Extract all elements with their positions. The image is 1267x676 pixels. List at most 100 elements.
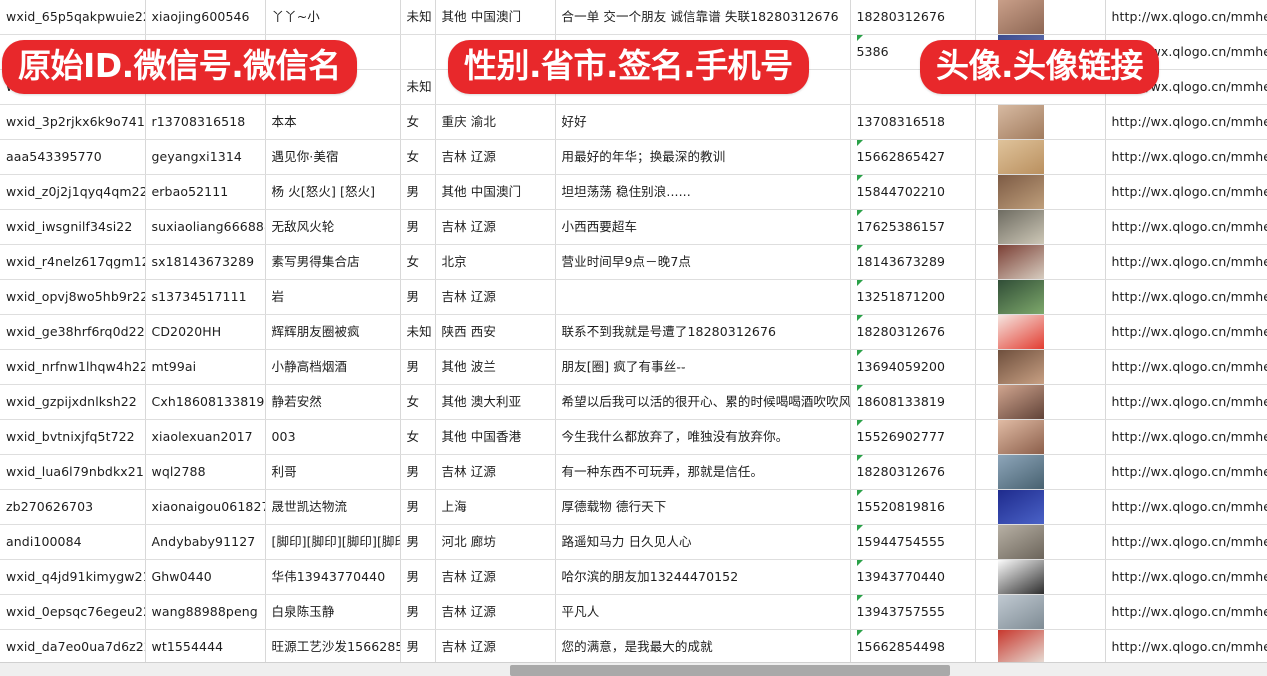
cell-phone[interactable]: 18280312676 — [850, 454, 976, 490]
cell-phone[interactable]: 18280312676 — [850, 0, 976, 35]
cell-id[interactable]: wxid_lua6l79nbdkx21 — [0, 454, 146, 490]
cell-wxno[interactable]: xiaonaigou061827 — [145, 489, 266, 525]
cell-avatar[interactable] — [975, 629, 1106, 665]
cell-sex[interactable]: 男 — [400, 209, 436, 245]
cell-region[interactable]: 其他 波兰 — [435, 349, 556, 385]
cell-url[interactable]: http://wx.qlogo.cn/mmhead — [1105, 384, 1267, 420]
cell-phone[interactable]: 18608133819 — [850, 384, 976, 420]
cell-avatar[interactable] — [975, 559, 1106, 595]
cell-id[interactable]: zb270626703 — [0, 489, 146, 525]
horizontal-scroll-thumb[interactable] — [510, 665, 950, 676]
cell-sign[interactable]: 小西西要超车 — [555, 209, 851, 245]
cell-region[interactable]: 其他 澳大利亚 — [435, 384, 556, 420]
cell-region[interactable]: 吉林 辽源 — [435, 209, 556, 245]
table-row[interactable]: wxid_q4jd91kimygw21 Ghw0440 华伟13943770440 男… — [0, 559, 1267, 595]
cell-avatar[interactable] — [975, 349, 1106, 385]
cell-avatar[interactable] — [975, 139, 1106, 175]
cell-region[interactable]: 吉林 辽源 — [435, 559, 556, 595]
cell-sign[interactable]: 合一单 交一个朋友 诚信靠谱 失联18280312676 — [555, 0, 851, 35]
cell-avatar[interactable] — [975, 454, 1106, 490]
table-row[interactable]: wxid_ge38hrf6rq0d22 CD2020HH 辉辉朋友圈被疯 未知 陕西 西… — [0, 314, 1267, 350]
cell-name[interactable]: 本本 — [265, 104, 401, 140]
cell-url[interactable]: http://wx.qlogo.cn/mmhead — [1105, 314, 1267, 350]
cell-sign[interactable] — [555, 279, 851, 315]
cell-region[interactable]: 吉林 辽源 — [435, 594, 556, 630]
cell-sign[interactable]: 今生我什么都放弃了，唯独没有放弃你。 — [555, 419, 851, 455]
cell-wxno[interactable]: xiaolexuan2017 — [145, 419, 266, 455]
cell-name[interactable]: 晟世凯达物流 — [265, 489, 401, 525]
table-row[interactable]: wxid_65p5qakpwuie22 xiaojing600546 丫丫~小 未知其… — [0, 0, 1267, 35]
cell-phone[interactable]: 18143673289 — [850, 244, 976, 280]
cell-sex[interactable]: 未知 — [400, 314, 436, 350]
cell-sign[interactable]: 希望以后我可以活的很开心、累的时候喝喝酒吹吹风 — [555, 384, 851, 420]
cell-sex[interactable]: 未知 — [400, 69, 436, 105]
cell-wxno[interactable]: s13734517111 — [145, 279, 266, 315]
cell-region[interactable]: 吉林 辽源 — [435, 454, 556, 490]
cell-sign[interactable]: 您的满意，是我最大的成就 — [555, 629, 851, 665]
cell-sign[interactable]: 哈尔滨的朋友加13244470152 — [555, 559, 851, 595]
cell-avatar[interactable] — [975, 384, 1106, 420]
cell-url[interactable]: http://wx.qlogo.cn/mmhead — [1105, 524, 1267, 560]
cell-sign[interactable]: 路遥知马力 日久见人心 — [555, 524, 851, 560]
cell-sign[interactable]: 营业时间早9点－晚7点 — [555, 244, 851, 280]
cell-sex[interactable]: 男 — [400, 174, 436, 210]
cell-wxno[interactable]: Andybaby91127 — [145, 524, 266, 560]
cell-id[interactable]: wxid_bvtnixjfq5t722 — [0, 419, 146, 455]
table-row[interactable]: wxid_bvtnixjfq5t722 xiaolexuan2017 003 女其他 … — [0, 419, 1267, 455]
cell-phone[interactable]: 13708316518 — [850, 104, 976, 140]
cell-avatar[interactable] — [975, 419, 1106, 455]
table-row[interactable]: wxid_lua6l79nbdkx21 wql2788 利哥男吉林 辽源 有一种东西不… — [0, 454, 1267, 490]
cell-name[interactable]: 素写男得集合店 — [265, 244, 401, 280]
cell-avatar[interactable] — [975, 314, 1106, 350]
cell-avatar[interactable] — [975, 594, 1106, 630]
cell-phone[interactable]: 13694059200 — [850, 349, 976, 385]
cell-name[interactable]: 旺源工艺沙发15662854 — [265, 629, 401, 665]
cell-region[interactable]: 上海 — [435, 489, 556, 525]
cell-wxno[interactable]: wt1554444 — [145, 629, 266, 665]
cell-url[interactable]: http://wx.qlogo.cn/mmhead — [1105, 489, 1267, 525]
table-row[interactable]: andi100084 Andybaby91127 [脚印][脚印][脚印][脚印] 男… — [0, 524, 1267, 560]
cell-name[interactable]: [脚印][脚印][脚印][脚印] — [265, 524, 401, 560]
table-row[interactable]: wxid_da7eo0ua7d6z22 wt1554444 旺源工艺沙发156628… — [0, 629, 1267, 665]
cell-url[interactable]: http://wx.qlogo.cn/mmhead — [1105, 594, 1267, 630]
cell-region[interactable]: 吉林 辽源 — [435, 629, 556, 665]
cell-name[interactable]: 利哥 — [265, 454, 401, 490]
cell-name[interactable]: 白泉陈玉静 — [265, 594, 401, 630]
cell-wxno[interactable]: wang88988peng — [145, 594, 266, 630]
cell-sex[interactable]: 男 — [400, 524, 436, 560]
table-row[interactable]: wxid_r4nelz617qgm12 sx18143673289 素写男得集合店女… — [0, 244, 1267, 280]
cell-url[interactable]: http://wx.qlogo.cn/mmhead — [1105, 244, 1267, 280]
cell-sex[interactable]: 女 — [400, 104, 436, 140]
table-row[interactable]: wxid_z0j2j1qyq4qm22 erbao52111 杨 火[怒火] [怒火… — [0, 174, 1267, 210]
cell-name[interactable]: 静若安然 — [265, 384, 401, 420]
table-row[interactable]: wxid_0epsqc76egeu22 wang88988peng 白泉陈玉静男吉林… — [0, 594, 1267, 630]
cell-id[interactable]: wxid_0epsqc76egeu22 — [0, 594, 146, 630]
cell-sex[interactable]: 男 — [400, 559, 436, 595]
cell-phone[interactable]: 17625386157 — [850, 209, 976, 245]
cell-phone[interactable]: 13251871200 — [850, 279, 976, 315]
cell-sex[interactable]: 女 — [400, 384, 436, 420]
cell-sex[interactable]: 男 — [400, 454, 436, 490]
cell-wxno[interactable]: Ghw0440 — [145, 559, 266, 595]
cell-sex[interactable]: 男 — [400, 279, 436, 315]
cell-name[interactable]: 003 — [265, 419, 401, 455]
cell-sex[interactable]: 女 — [400, 244, 436, 280]
cell-id[interactable]: aaa543395770 — [0, 139, 146, 175]
cell-avatar[interactable] — [975, 209, 1106, 245]
cell-sign[interactable]: 有一种东西不可玩弄，那就是信任。 — [555, 454, 851, 490]
cell-region[interactable]: 陕西 西安 — [435, 314, 556, 350]
cell-url[interactable]: http://wx.qlogo.cn/mmhead — [1105, 104, 1267, 140]
cell-sign[interactable]: 厚德载物 德行天下 — [555, 489, 851, 525]
cell-avatar[interactable] — [975, 489, 1106, 525]
cell-phone[interactable]: 13943757555 — [850, 594, 976, 630]
cell-id[interactable]: wxid_3p2rjkx6k9o741 — [0, 104, 146, 140]
cell-avatar[interactable] — [975, 104, 1106, 140]
cell-avatar[interactable] — [975, 244, 1106, 280]
cell-url[interactable]: http://wx.qlogo.cn/mmhead — [1105, 279, 1267, 315]
cell-wxno[interactable]: r13708316518 — [145, 104, 266, 140]
table-row[interactable]: aaa543395770 geyangxi1314 遇见你·美宿女吉林 辽源 用最好的… — [0, 139, 1267, 175]
cell-name[interactable]: 遇见你·美宿 — [265, 139, 401, 175]
cell-id[interactable]: wxid_opvj8wo5hb9r22 — [0, 279, 146, 315]
cell-sex[interactable]: 男 — [400, 489, 436, 525]
cell-url[interactable]: http://wx.qlogo.cn/mmhead — [1105, 174, 1267, 210]
